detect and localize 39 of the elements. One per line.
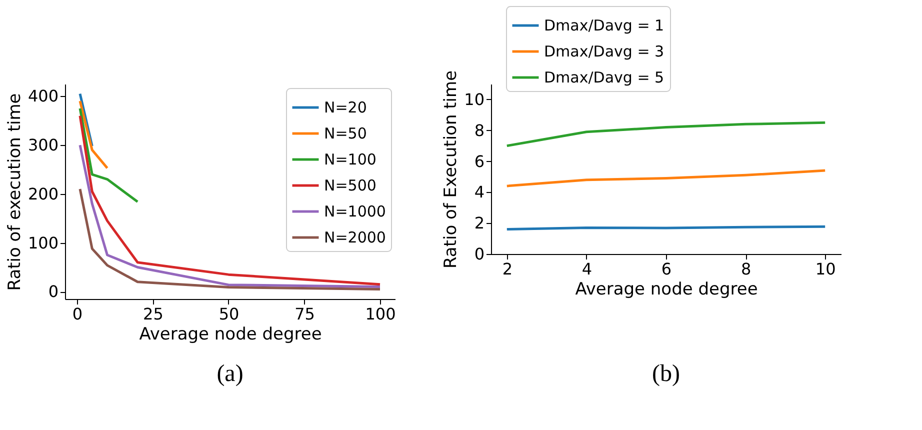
x-tick-label: 0 bbox=[72, 304, 83, 324]
text: (a) bbox=[216, 361, 244, 387]
y-tick-label: 0 bbox=[48, 282, 58, 302]
legend-label: N=500 bbox=[324, 176, 376, 194]
y-tick-label: 6 bbox=[474, 152, 484, 171]
line-series bbox=[78, 107, 139, 204]
legend-label: Dmax/Davg = 1 bbox=[544, 16, 664, 34]
legend-label: N=50 bbox=[324, 124, 367, 142]
y-tick-label: 10 bbox=[464, 90, 484, 109]
y-tick-label: 2 bbox=[474, 214, 484, 233]
y-tick-label: 200 bbox=[28, 184, 58, 204]
y-tick-label: 300 bbox=[28, 136, 58, 155]
line-series bbox=[506, 121, 826, 148]
x-tick-label: 25 bbox=[143, 304, 164, 324]
y-tick-label: 0 bbox=[474, 244, 484, 264]
y-tick-label: 400 bbox=[28, 86, 58, 106]
x-tick-label: 50 bbox=[218, 304, 240, 324]
x-tick-label: 100 bbox=[365, 304, 396, 324]
legend-label: N=100 bbox=[324, 150, 376, 168]
y-axis-title: Ratio of Execution time bbox=[441, 70, 462, 269]
x-tick-label: 4 bbox=[582, 260, 592, 278]
legend-label: Dmax/Davg = 3 bbox=[544, 42, 664, 60]
legend-label: N=2000 bbox=[324, 228, 386, 246]
x-tick-label: 8 bbox=[740, 260, 752, 278]
y-tick-label: 100 bbox=[28, 233, 58, 252]
legend-label: N=20 bbox=[324, 98, 367, 116]
x-tick-label: 2 bbox=[502, 260, 513, 278]
x-tick-label: 75 bbox=[294, 304, 315, 324]
x-tick-label: 6 bbox=[661, 260, 672, 278]
text: (b) bbox=[652, 361, 680, 387]
legend-label: N=1000 bbox=[324, 202, 386, 220]
x-axis-title: Average node degree bbox=[139, 324, 322, 344]
y-axis-title: Ratio of execution time bbox=[4, 93, 25, 291]
legend-label: Dmax/Davg = 5 bbox=[544, 68, 664, 86]
y-tick-label: 4 bbox=[474, 182, 484, 202]
line-series bbox=[506, 169, 826, 188]
x-tick-label: 10 bbox=[815, 260, 836, 278]
x-axis-title: Average node degree bbox=[575, 280, 758, 300]
y-tick-label: 8 bbox=[474, 120, 484, 140]
